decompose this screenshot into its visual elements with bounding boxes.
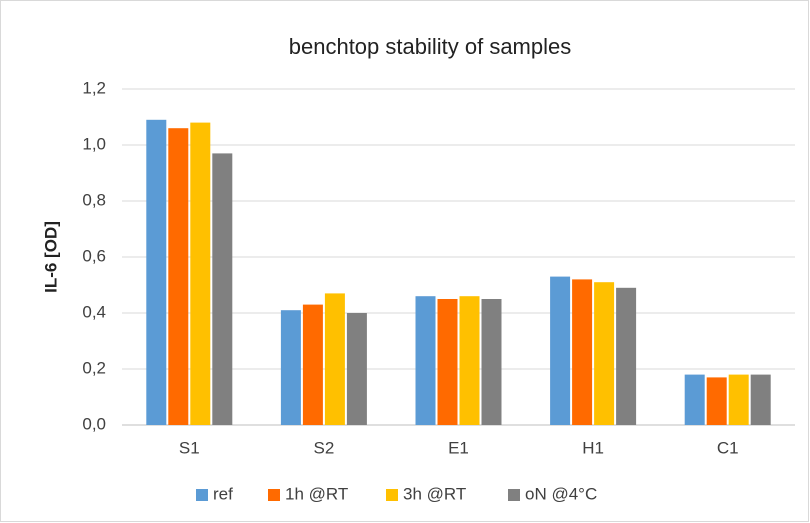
bar (594, 282, 615, 425)
bar (572, 279, 593, 425)
y-tick-label: 0,8 (82, 190, 106, 209)
y-tick-label: 0,0 (82, 414, 106, 433)
bar (146, 119, 167, 426)
bar (684, 374, 705, 425)
y-tick-label: 0,2 (82, 358, 106, 377)
bar (459, 296, 480, 425)
y-tick-label: 1,0 (82, 134, 106, 153)
bar (706, 377, 727, 425)
bar (616, 287, 637, 425)
bar (437, 299, 458, 425)
bar (750, 374, 771, 425)
bar (346, 313, 367, 425)
legend-label: oN @4°C (525, 484, 597, 503)
x-tick-label: C1 (717, 438, 739, 457)
y-tick-label: 1,2 (82, 78, 106, 97)
x-tick-label: E1 (448, 438, 469, 457)
bar (728, 374, 749, 425)
x-tick-label: H1 (582, 438, 604, 457)
bar (324, 293, 345, 425)
x-tick-label: S1 (179, 438, 200, 457)
bar (280, 310, 301, 425)
bar (212, 153, 233, 425)
y-tick-label: 0,4 (82, 302, 106, 321)
y-tick-label: 0,6 (82, 246, 106, 265)
bar (302, 304, 323, 425)
legend-swatch (508, 489, 520, 501)
legend-label: 3h @RT (403, 484, 466, 503)
legend-swatch (386, 489, 398, 501)
legend-label: 1h @RT (285, 484, 348, 503)
y-axis-label: IL-6 [OD] (41, 221, 60, 293)
legend-swatch (268, 489, 280, 501)
bar (415, 296, 436, 425)
bar (550, 276, 571, 425)
bar (190, 122, 211, 425)
bar (168, 128, 189, 425)
x-tick-label: S2 (314, 438, 335, 457)
legend-label: ref (213, 484, 233, 503)
bar (481, 299, 502, 425)
legend-swatch (196, 489, 208, 501)
chart-title: benchtop stability of samples (289, 34, 572, 59)
